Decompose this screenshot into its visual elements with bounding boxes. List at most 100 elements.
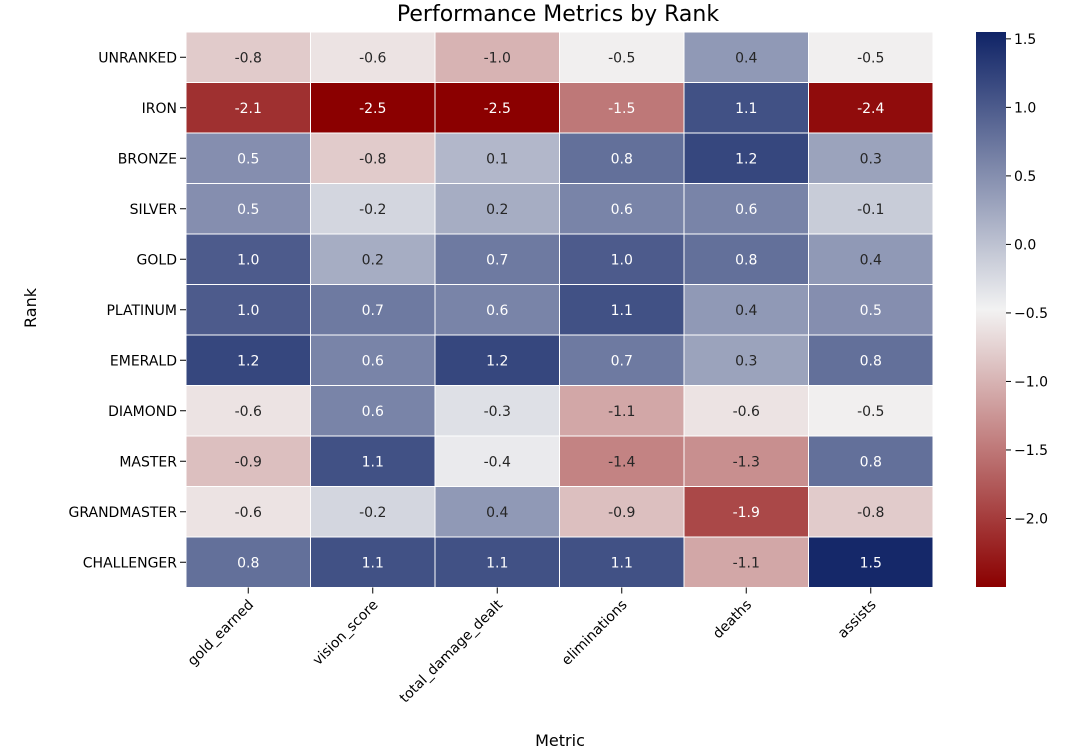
cell-value-label: 0.5: [860, 303, 882, 319]
heatmap-cell: [434, 31, 560, 83]
cell-value-label: 1.0: [237, 303, 259, 319]
cell-value-label: -1.1: [733, 555, 760, 571]
colorbar-ticks: 1.5 1.0 0.5 0.0 −0.5 −1.0 −1.5 −2.0: [1006, 32, 1048, 527]
y-tick-label: UNRANKED: [98, 50, 177, 66]
cell-value-label: -1.4: [608, 454, 635, 470]
colorbar-tick-label: 1.0: [1014, 100, 1036, 116]
heatmap-cell: [185, 233, 311, 285]
cell-value-label: -0.6: [235, 505, 262, 521]
heatmap-cell: [185, 183, 311, 235]
cell-value-label: -0.6: [235, 404, 262, 420]
heatmap-cell: [683, 183, 809, 235]
y-tick-label: GRANDMASTER: [68, 505, 177, 521]
heatmap-cell: [434, 385, 560, 437]
heatmap-cell: [559, 183, 685, 235]
heatmap-cell: [559, 385, 685, 437]
heatmap-cell: [559, 536, 685, 588]
x-tick-label: vision_score: [310, 597, 382, 669]
heatmap-cell: [185, 31, 311, 83]
heatmap-cell: [683, 233, 809, 285]
cell-value-label: -0.4: [484, 454, 511, 470]
cell-value-label: 0.8: [860, 353, 882, 369]
cell-value-label: 1.1: [611, 555, 633, 571]
x-tick-label: deaths: [710, 597, 755, 642]
x-tick-labels: gold_earned vision_score total_damage_deal…: [185, 587, 880, 707]
cell-value-label: -0.6: [733, 404, 760, 420]
cell-value-label: -0.3: [484, 404, 511, 420]
heatmap-cell: [559, 82, 685, 134]
cell-value-label: 0.7: [611, 353, 633, 369]
y-tick-label: CHALLENGER: [83, 555, 177, 571]
cell-value-label: -1.0: [484, 50, 511, 66]
y-tick-label: DIAMOND: [108, 404, 177, 420]
cell-value-label: 1.2: [735, 151, 757, 167]
cell-value-label: 0.8: [611, 151, 633, 167]
cell-value-label: 1.2: [237, 353, 259, 369]
heatmap-cell: [808, 536, 934, 588]
cell-value-label: -0.2: [359, 202, 386, 218]
chart-title: Performance Metrics by Rank: [397, 2, 719, 27]
cell-value-label: 0.6: [735, 202, 757, 218]
heatmap-cell: [185, 435, 311, 487]
cell-value-label: -0.6: [359, 50, 386, 66]
x-axis-title: Metric: [535, 731, 585, 750]
x-tick-label: total_damage_dealt: [397, 597, 507, 707]
cell-value-label: 0.5: [237, 151, 259, 167]
heatmap-cell: [559, 334, 685, 386]
x-tick-label: eliminations: [559, 597, 631, 669]
heatmap-cell: [434, 334, 560, 386]
cell-value-label: 1.1: [362, 555, 384, 571]
cell-value-label: 0.3: [860, 151, 882, 167]
cell-value-label: 1.5: [860, 555, 882, 571]
cell-value-label: 0.6: [362, 404, 384, 420]
heatmap-cell: [434, 183, 560, 235]
cell-value-label: -1.1: [608, 404, 635, 420]
cell-value-label: 0.7: [486, 252, 508, 268]
cell-value-label: 0.8: [735, 252, 757, 268]
heatmap-cell: [434, 233, 560, 285]
cell-value-label: 0.4: [860, 252, 882, 268]
colorbar-tick-label: −1.5: [1014, 443, 1048, 459]
cell-value-label: 0.6: [362, 353, 384, 369]
heatmap-cell: [185, 486, 311, 538]
cell-value-label: 1.1: [735, 101, 757, 117]
heatmap-cell: [559, 31, 685, 83]
colorbar-tick-label: 1.5: [1014, 32, 1036, 48]
cell-value-label: -0.5: [857, 50, 884, 66]
cell-value-label: 1.1: [362, 454, 384, 470]
y-tick-label: IRON: [142, 101, 177, 117]
cell-value-label: -0.9: [235, 454, 262, 470]
heatmap-cell: [185, 334, 311, 386]
x-tick-label: gold_earned: [185, 597, 257, 669]
y-tick-label: GOLD: [137, 252, 177, 268]
heatmap-cell: [559, 132, 685, 184]
cell-value-label: -1.5: [608, 101, 635, 117]
cell-value-label: 1.1: [486, 555, 508, 571]
heatmap-cell: [808, 183, 934, 235]
cell-value-label: -0.9: [608, 505, 635, 521]
cell-value-label: 0.8: [860, 454, 882, 470]
y-tick-label: BRONZE: [118, 151, 177, 167]
cell-value-label: 0.5: [237, 202, 259, 218]
y-tick-label: EMERALD: [110, 353, 177, 369]
heatmap-cell: [683, 486, 809, 538]
heatmap-cell: [808, 31, 934, 83]
cell-value-label: 0.1: [486, 151, 508, 167]
heatmap-cell: [808, 233, 934, 285]
cell-value-label: 1.2: [486, 353, 508, 369]
cell-value-label: 1.1: [611, 303, 633, 319]
cell-value-label: -0.8: [359, 151, 386, 167]
cell-value-label: 0.6: [486, 303, 508, 319]
cell-value-label: -0.1: [857, 202, 884, 218]
cell-value-label: -1.9: [733, 505, 760, 521]
heatmap-cell: [185, 385, 311, 437]
heatmap-cell: [683, 284, 809, 336]
colorbar-tick-label: −0.5: [1014, 306, 1048, 322]
heatmap-cell: [808, 132, 934, 184]
cell-value-label: -2.5: [484, 101, 511, 117]
heatmap-cell: [310, 486, 436, 538]
cell-value-label: 0.2: [486, 202, 508, 218]
heatmap-cell: [310, 31, 436, 83]
cell-value-label: -2.5: [359, 101, 386, 117]
